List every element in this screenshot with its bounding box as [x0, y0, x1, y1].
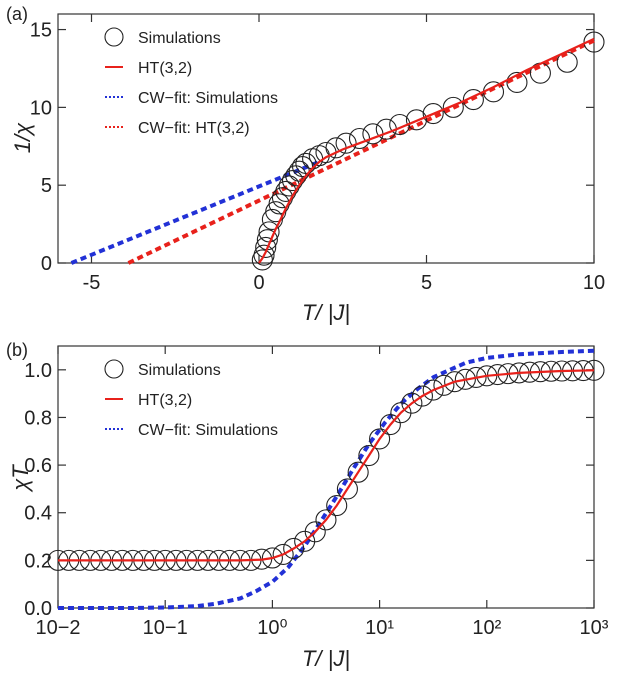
simulation-point — [258, 221, 280, 243]
panel-b-ticks: 10−2 10−1 10⁰ 10¹ 10² 10³ 0.0 0.2 0.4 0.6 0.8 1.0 — [24, 346, 609, 639]
legend-entry-label: CW−fit: HT(3,2) — [138, 120, 250, 137]
x-tick-label: 10² — [472, 617, 501, 639]
x-tick-label: 10 — [583, 272, 605, 294]
panel-b-legend: Simulations HT(3,2) CW−fit: Simulations — [104, 359, 278, 439]
simulation-point — [506, 71, 528, 94]
simulation-point — [272, 543, 294, 565]
simulation-point — [444, 371, 466, 393]
simulation-point — [326, 495, 348, 517]
simulation-point — [422, 379, 444, 401]
legend-marker-circle — [104, 27, 124, 47]
y-tick-label: 0.0 — [24, 598, 52, 620]
x-tick-label: 10⁰ — [257, 617, 287, 639]
cw-fit-line — [127, 38, 595, 265]
panel-b: (b) 10−2 10−1 10⁰ 10¹ 10² 10³0.00.20.40.60.81… — [6, 340, 609, 671]
simulation-point — [454, 368, 476, 390]
legend-entry-label: CW−fit: Simulations — [138, 90, 278, 107]
panel-b-series — [47, 348, 605, 610]
simulation-point — [401, 392, 423, 414]
simulation-point — [335, 132, 357, 154]
panel-a-label: (a) — [6, 4, 28, 24]
simulation-point — [465, 366, 487, 388]
simulation-point — [347, 461, 369, 483]
x-tick-label: 10³ — [580, 617, 609, 639]
ht-curve — [58, 369, 595, 562]
x-tick-label: -5 — [83, 272, 101, 294]
simulation-point — [411, 385, 433, 407]
legend-entry-label: HT(3,2) — [138, 60, 192, 77]
simulation-point — [583, 31, 605, 53]
simulation-point — [253, 244, 275, 266]
simulation-point — [281, 169, 304, 192]
x-tick-label: 10−1 — [143, 617, 188, 639]
panel-b-x-axis-label: T/ |J| — [302, 646, 350, 671]
x-tick-label: 10−2 — [35, 617, 80, 639]
simulation-point — [379, 414, 401, 436]
legend-entry-label: CW−fit: Simulations — [138, 422, 278, 439]
panel-b-plot-frame — [57, 345, 595, 609]
simulation-point — [255, 236, 277, 258]
panel-a-ticks: -5 0 5 10 0 5 10 15 — [30, 14, 605, 294]
simulation-point — [369, 428, 391, 450]
panel-a: (a) -5 0 5 10 0 5 10 15 Simulations HT(3,2) CW−fi… — [6, 4, 605, 325]
simulation-point — [442, 96, 464, 118]
simulation-point — [283, 537, 305, 560]
simulation-point — [462, 89, 484, 111]
panel-b-label: (b) — [6, 340, 28, 360]
legend-entry-label: Simulations — [138, 30, 221, 47]
panel-a-x-axis-label: T/ |J| — [302, 300, 350, 325]
simulation-point — [315, 509, 337, 531]
x-tick-label: 0 — [253, 272, 264, 294]
simulation-point — [295, 152, 317, 174]
ht-curve — [258, 37, 595, 264]
cw-fit-line — [58, 348, 595, 610]
y-tick-label: 0.8 — [24, 407, 52, 429]
simulation-point — [261, 547, 283, 569]
legend-entry-label: HT(3,2) — [138, 392, 192, 409]
panel-b-y-axis-label: χT — [8, 464, 33, 493]
x-tick-label: 10¹ — [365, 617, 394, 639]
simulation-point — [336, 478, 358, 500]
simulation-point — [304, 521, 326, 543]
y-tick-label: 0.6 — [24, 455, 52, 477]
simulation-point — [358, 445, 380, 467]
y-tick-label: 0 — [41, 253, 52, 275]
y-tick-label: 15 — [30, 20, 52, 42]
panel-a-legend: Simulations HT(3,2) CW−fit: Simulations CW−… — [104, 27, 278, 137]
y-tick-label: 10 — [30, 97, 52, 119]
panel-a-y-axis-label: 1/χ — [10, 122, 35, 153]
legend-entry-label: Simulations — [138, 362, 221, 379]
simulation-point — [482, 81, 505, 103]
legend-marker-circle — [104, 359, 124, 379]
panel-a-series — [70, 31, 605, 271]
simulation-point — [405, 109, 428, 131]
simulation-point — [433, 374, 455, 396]
y-tick-label: 5 — [41, 175, 52, 197]
y-tick-label: 0.2 — [24, 550, 52, 572]
simulation-point — [422, 103, 444, 125]
panel-a-plot-frame — [57, 13, 595, 264]
y-tick-label: 1.0 — [24, 360, 52, 382]
x-tick-label: 5 — [421, 272, 432, 294]
cw-fit-line — [70, 159, 321, 265]
y-tick-label: 0.4 — [24, 503, 52, 525]
